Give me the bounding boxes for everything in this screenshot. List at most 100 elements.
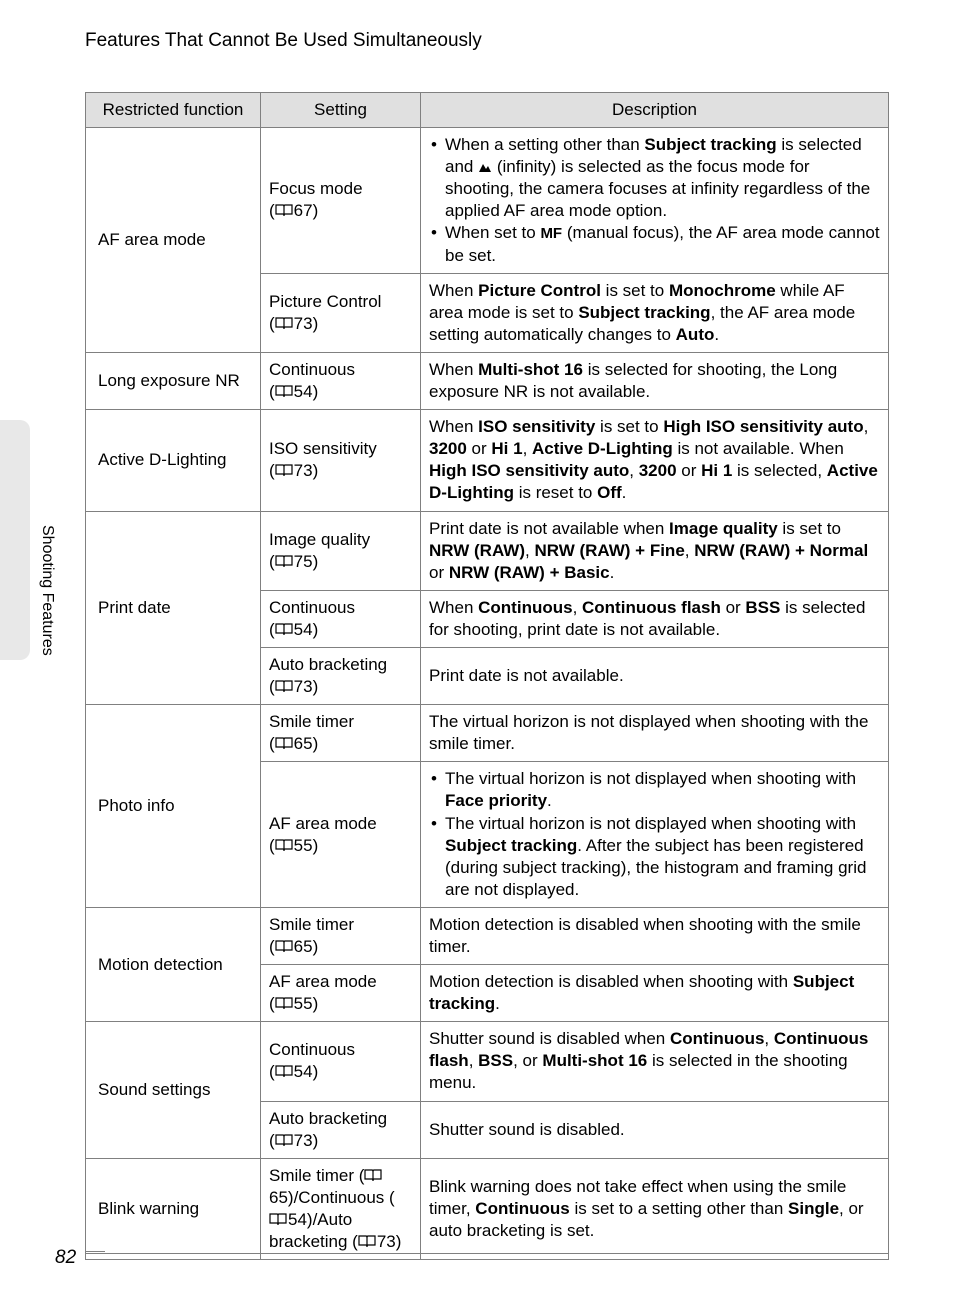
setting-name: ISO sensitivity(73) — [269, 439, 377, 480]
table-row: Photo infoSmile timer(65)The virtual hor… — [86, 705, 889, 762]
side-label: Shooting Features — [38, 525, 56, 656]
desc-list-item: The virtual horizon is not displayed whe… — [429, 813, 880, 901]
description-cell: When Continuous, Continuous flash or BSS… — [421, 590, 889, 647]
setting-name: Smile timer (65)/Continuous (54)/Auto br… — [269, 1166, 401, 1251]
book-icon — [275, 680, 293, 693]
setting-cell: Continuous(54) — [261, 1022, 421, 1101]
description-cell: Print date is not available when Image q… — [421, 511, 889, 590]
book-icon — [275, 385, 293, 398]
page-title: Features That Cannot Be Used Simultaneou… — [85, 30, 889, 52]
function-cell: Active D-Lighting — [86, 410, 261, 511]
setting-cell: Smile timer(65) — [261, 705, 421, 762]
desc-para: When Continuous, Continuous flash or BSS… — [429, 597, 880, 641]
desc-para: Motion detection is disabled when shooti… — [429, 914, 880, 958]
book-icon — [358, 1235, 376, 1248]
description-cell: Print date is not available. — [421, 647, 889, 704]
desc-list-item: When a setting other than Subject tracki… — [429, 134, 880, 222]
description-cell: When Picture Control is set to Monochrom… — [421, 273, 889, 352]
book-icon — [275, 940, 293, 953]
function-cell: Long exposure NR — [86, 352, 261, 409]
table-row: Long exposure NRContinuous(54) When Multi… — [86, 352, 889, 409]
function-cell: Sound settings — [86, 1022, 261, 1158]
setting-name: Continuous(54) — [269, 598, 355, 639]
desc-para: Print date is not available. — [429, 665, 880, 687]
desc-para: Shutter sound is disabled when Continuou… — [429, 1028, 880, 1094]
description-cell: Motion detection is disabled when shooti… — [421, 907, 889, 964]
desc-para: When Picture Control is set to Monochrom… — [429, 280, 880, 346]
book-icon — [275, 997, 293, 1010]
setting-cell: Smile timer(65) — [261, 907, 421, 964]
setting-name: Focus mode(67) — [269, 179, 363, 220]
description-cell: When ISO sensitivity is set to High ISO … — [421, 410, 889, 511]
description-cell: When Multi-shot 16 is selected for shoot… — [421, 352, 889, 409]
setting-name: Continuous(54) — [269, 1040, 355, 1081]
description-cell: Shutter sound is disabled when Continuou… — [421, 1022, 889, 1101]
table-row: Motion detectionSmile timer(65)Motion de… — [86, 907, 889, 964]
restrictions-table: Restricted function Setting Description … — [85, 92, 889, 1260]
desc-para: Motion detection is disabled when shooti… — [429, 971, 880, 1015]
setting-cell: Auto bracketing(73) — [261, 1101, 421, 1158]
bottom-rule — [85, 1253, 889, 1254]
setting-cell: Continuous(54) — [261, 590, 421, 647]
description-cell: Motion detection is disabled when shooti… — [421, 965, 889, 1022]
setting-cell: Picture Control(73) — [261, 273, 421, 352]
table-row: Active D-LightingISO sensitivity(73) When… — [86, 410, 889, 511]
desc-list-item: When set to MF (manual focus), the AF ar… — [429, 222, 880, 266]
book-icon — [275, 317, 293, 330]
book-icon — [275, 623, 293, 636]
book-icon — [269, 1213, 287, 1226]
setting-cell: Focus mode(67) — [261, 128, 421, 274]
description-cell: The virtual horizon is not displayed whe… — [421, 762, 889, 908]
function-cell: Print date — [86, 511, 261, 705]
table-row: Print dateImage quality(75)Print date is… — [86, 511, 889, 590]
page-number: 82 — [55, 1247, 76, 1269]
description-cell: Blink warning does not take effect when … — [421, 1158, 889, 1259]
setting-cell: ISO sensitivity(73) — [261, 410, 421, 511]
desc-list: When a setting other than Subject tracki… — [429, 134, 880, 267]
function-cell: AF area mode — [86, 128, 261, 353]
desc-para: When ISO sensitivity is set to High ISO … — [429, 416, 880, 504]
description-cell: When a setting other than Subject tracki… — [421, 128, 889, 274]
table-header-row: Restricted function Setting Description — [86, 93, 889, 128]
table-row: Blink warningSmile timer (65)/Continuous… — [86, 1158, 889, 1259]
book-icon — [275, 204, 293, 217]
mf-icon: MF — [540, 225, 562, 242]
book-icon — [275, 737, 293, 750]
book-icon — [275, 1065, 293, 1078]
table-row: Sound settingsContinuous(54)Shutter soun… — [86, 1022, 889, 1101]
mountain-icon — [478, 157, 492, 169]
desc-para: Shutter sound is disabled. — [429, 1119, 880, 1141]
setting-cell: Smile timer (65)/Continuous (54)/Auto br… — [261, 1158, 421, 1259]
col-header: Restricted function — [86, 93, 261, 128]
desc-para: Blink warning does not take effect when … — [429, 1176, 880, 1242]
desc-para: When Multi-shot 16 is selected for shoot… — [429, 359, 880, 403]
setting-name: Auto bracketing(73) — [269, 655, 387, 696]
setting-name: Continuous(54) — [269, 360, 355, 401]
desc-list-item: The virtual horizon is not displayed whe… — [429, 768, 880, 812]
book-icon — [275, 555, 293, 568]
col-header: Setting — [261, 93, 421, 128]
desc-para: Print date is not available when Image q… — [429, 518, 880, 584]
book-icon — [364, 1169, 382, 1182]
function-cell: Blink warning — [86, 1158, 261, 1259]
setting-name: Smile timer(65) — [269, 915, 354, 956]
book-icon — [275, 1134, 293, 1147]
setting-name: AF area mode(55) — [269, 814, 377, 855]
setting-cell: Continuous(54) — [261, 352, 421, 409]
setting-cell: AF area mode(55) — [261, 965, 421, 1022]
function-cell: Photo info — [86, 705, 261, 908]
function-cell: Motion detection — [86, 907, 261, 1021]
col-header: Description — [421, 93, 889, 128]
desc-para: The virtual horizon is not displayed whe… — [429, 711, 880, 755]
table-row: AF area modeFocus mode(67)When a setting… — [86, 128, 889, 274]
setting-name: Smile timer(65) — [269, 712, 354, 753]
book-icon — [275, 839, 293, 852]
setting-name: Auto bracketing(73) — [269, 1109, 387, 1150]
book-icon — [275, 464, 293, 477]
description-cell: The virtual horizon is not displayed whe… — [421, 705, 889, 762]
desc-list: The virtual horizon is not displayed whe… — [429, 768, 880, 901]
setting-name: Image quality(75) — [269, 530, 370, 571]
setting-cell: Image quality(75) — [261, 511, 421, 590]
description-cell: Shutter sound is disabled. — [421, 1101, 889, 1158]
setting-cell: AF area mode(55) — [261, 762, 421, 908]
